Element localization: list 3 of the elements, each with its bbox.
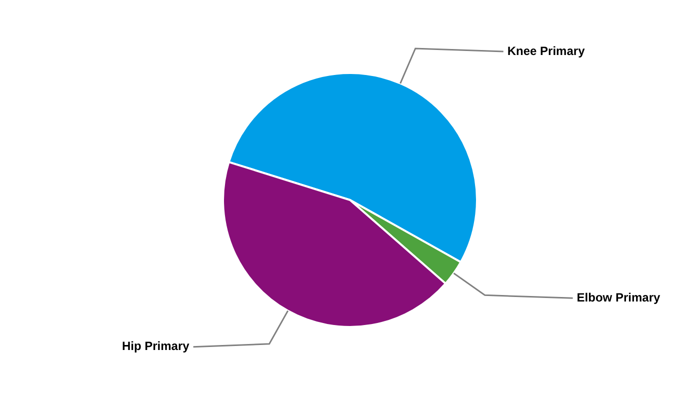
- slice-label: Knee Primary: [507, 44, 586, 58]
- slice-label: Hip Primary: [122, 339, 190, 354]
- slice-label: Elbow Primary: [576, 290, 660, 304]
